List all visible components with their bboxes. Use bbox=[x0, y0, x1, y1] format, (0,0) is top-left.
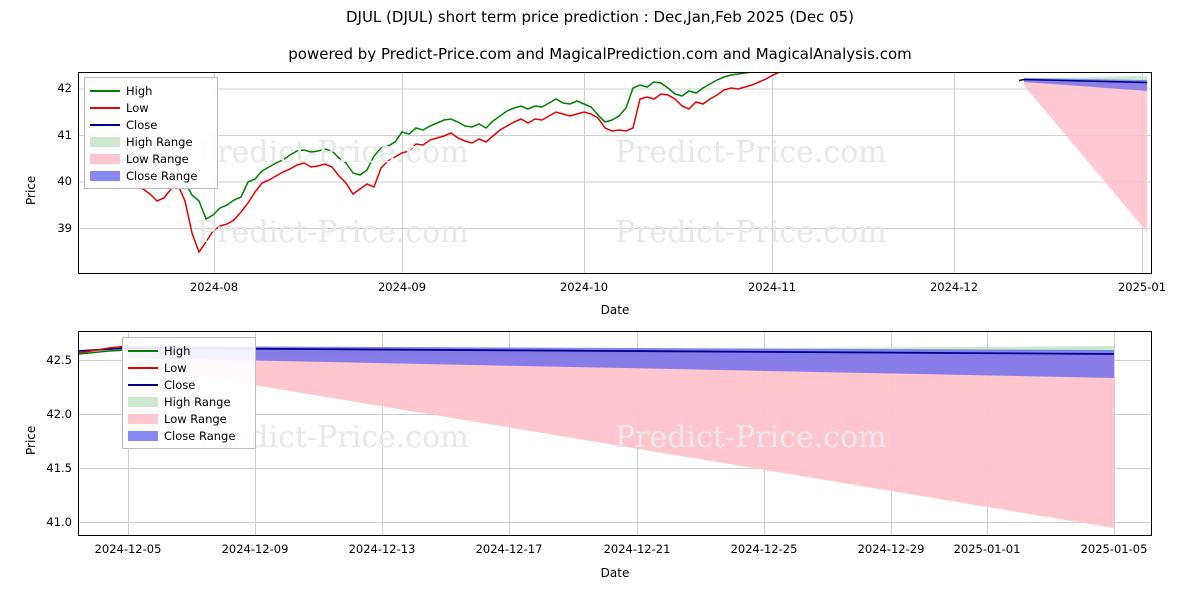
top-ytick-39: 39 bbox=[57, 221, 72, 235]
top-xtick-5: 2025-01 bbox=[1117, 280, 1167, 294]
swatch-mark bbox=[128, 396, 158, 407]
top-legend: High Low Close High Range Low Range Close Ran… bbox=[84, 77, 218, 189]
top-low-range-band bbox=[1024, 80, 1147, 232]
page-title: DJUL (DJUL) short term price prediction … bbox=[345, 8, 855, 26]
swatch-mark bbox=[128, 383, 158, 386]
bottom-x-axis-label: Date bbox=[600, 566, 630, 580]
bottom-legend-item-low: Low bbox=[128, 359, 249, 376]
legend-line-swatch-icon bbox=[90, 119, 120, 131]
legend-label: High Range bbox=[126, 134, 193, 149]
legend-label: Close Range bbox=[126, 168, 198, 183]
bottom-ytick-41-5: 41.5 bbox=[46, 461, 72, 475]
top-high-line bbox=[136, 73, 751, 221]
top-plot-area: Predict-Price.com Predict-Price.com Pred… bbox=[78, 72, 1152, 274]
bottom-xtick-8: 2025-01-05 bbox=[1080, 542, 1148, 556]
legend-line-swatch-icon bbox=[128, 345, 158, 357]
legend-line-swatch-icon bbox=[90, 102, 120, 114]
bottom-legend-item-high: High bbox=[128, 342, 249, 359]
legend-band-swatch-icon bbox=[128, 413, 158, 425]
legend-label: Close bbox=[164, 377, 196, 392]
top-xtick-4: 2024-12 bbox=[929, 280, 979, 294]
bottom-ytick-42-0: 42.0 bbox=[46, 407, 72, 421]
top-legend-item-high-range: High Range bbox=[90, 133, 211, 150]
bottom-low-line bbox=[79, 345, 129, 354]
legend-label: Low Range bbox=[164, 411, 227, 426]
bottom-xtick-3: 2024-12-17 bbox=[475, 542, 543, 556]
top-xtick-3: 2024-11 bbox=[747, 280, 797, 294]
bottom-legend-item-low-range: Low Range bbox=[128, 410, 249, 427]
legend-label: Low bbox=[164, 360, 187, 375]
bottom-close-range-band bbox=[128, 346, 1114, 378]
top-low-line bbox=[135, 73, 780, 254]
top-chart-svg bbox=[79, 73, 1151, 273]
legend-line-swatch-icon bbox=[128, 362, 158, 374]
legend-band-swatch-icon bbox=[90, 136, 120, 148]
bottom-legend-item-high-range: High Range bbox=[128, 393, 249, 410]
top-close-line bbox=[1018, 78, 1148, 84]
legend-line-swatch-icon bbox=[128, 379, 158, 391]
bottom-xtick-7: 2025-01-01 bbox=[953, 542, 1021, 556]
top-xtick-0: 2024-08 bbox=[189, 280, 239, 294]
swatch-mark bbox=[90, 106, 120, 109]
bottom-xtick-1: 2024-12-09 bbox=[221, 542, 289, 556]
bottom-legend-item-close-range: Close Range bbox=[128, 427, 249, 444]
top-ytick-40: 40 bbox=[57, 174, 72, 188]
legend-line-swatch-icon bbox=[90, 85, 120, 97]
legend-label: High bbox=[126, 83, 153, 98]
legend-label: Low bbox=[126, 100, 149, 115]
legend-band-swatch-icon bbox=[90, 170, 120, 182]
top-xtick-1: 2024-09 bbox=[377, 280, 427, 294]
top-legend-item-low-range: Low Range bbox=[90, 150, 211, 167]
legend-band-swatch-icon bbox=[90, 153, 120, 165]
bottom-xtick-6: 2024-12-29 bbox=[857, 542, 925, 556]
top-legend-item-close-range: Close Range bbox=[90, 167, 211, 184]
top-x-axis-label: Date bbox=[600, 303, 630, 317]
legend-label: High bbox=[164, 343, 191, 358]
top-ytick-41: 41 bbox=[57, 128, 72, 142]
bottom-xtick-2: 2024-12-13 bbox=[348, 542, 416, 556]
top-legend-item-low: Low bbox=[90, 99, 211, 116]
bottom-ytick-41-0: 41.0 bbox=[46, 515, 72, 529]
bottom-legend: High Low Close High Range Low Range Close Ran… bbox=[122, 337, 256, 449]
swatch-mark bbox=[90, 123, 120, 126]
legend-label: Close bbox=[126, 117, 158, 132]
top-legend-item-close: Close bbox=[90, 116, 211, 133]
swatch-mark bbox=[128, 413, 158, 424]
legend-label: Low Range bbox=[126, 151, 189, 166]
legend-band-swatch-icon bbox=[128, 430, 158, 442]
swatch-mark bbox=[90, 136, 120, 147]
legend-band-swatch-icon bbox=[128, 396, 158, 408]
bottom-chart-svg bbox=[79, 332, 1151, 535]
top-ytick-42: 42 bbox=[57, 81, 72, 95]
swatch-mark bbox=[128, 349, 158, 352]
legend-label: Close Range bbox=[164, 428, 236, 443]
top-xtick-2: 2024-10 bbox=[559, 280, 609, 294]
bottom-xtick-0: 2024-12-05 bbox=[94, 542, 162, 556]
bottom-low-range-band bbox=[128, 347, 1114, 528]
swatch-mark bbox=[90, 153, 120, 164]
bottom-ytick-42-5: 42.5 bbox=[46, 353, 72, 367]
bottom-y-axis-label: Price bbox=[24, 425, 38, 455]
swatch-mark bbox=[128, 430, 158, 441]
bottom-high-line bbox=[79, 349, 129, 355]
swatch-mark bbox=[90, 170, 120, 181]
legend-label: High Range bbox=[164, 394, 231, 409]
top-legend-item-high: High bbox=[90, 82, 211, 99]
swatch-mark bbox=[128, 366, 158, 369]
top-gridlines bbox=[79, 73, 1151, 273]
bottom-xtick-5: 2024-12-25 bbox=[730, 542, 798, 556]
swatch-mark bbox=[90, 89, 120, 92]
bottom-xtick-4: 2024-12-21 bbox=[603, 542, 671, 556]
page-subtitle: powered by Predict-Price.com and Magical… bbox=[288, 45, 912, 63]
bottom-legend-item-close: Close bbox=[128, 376, 249, 393]
